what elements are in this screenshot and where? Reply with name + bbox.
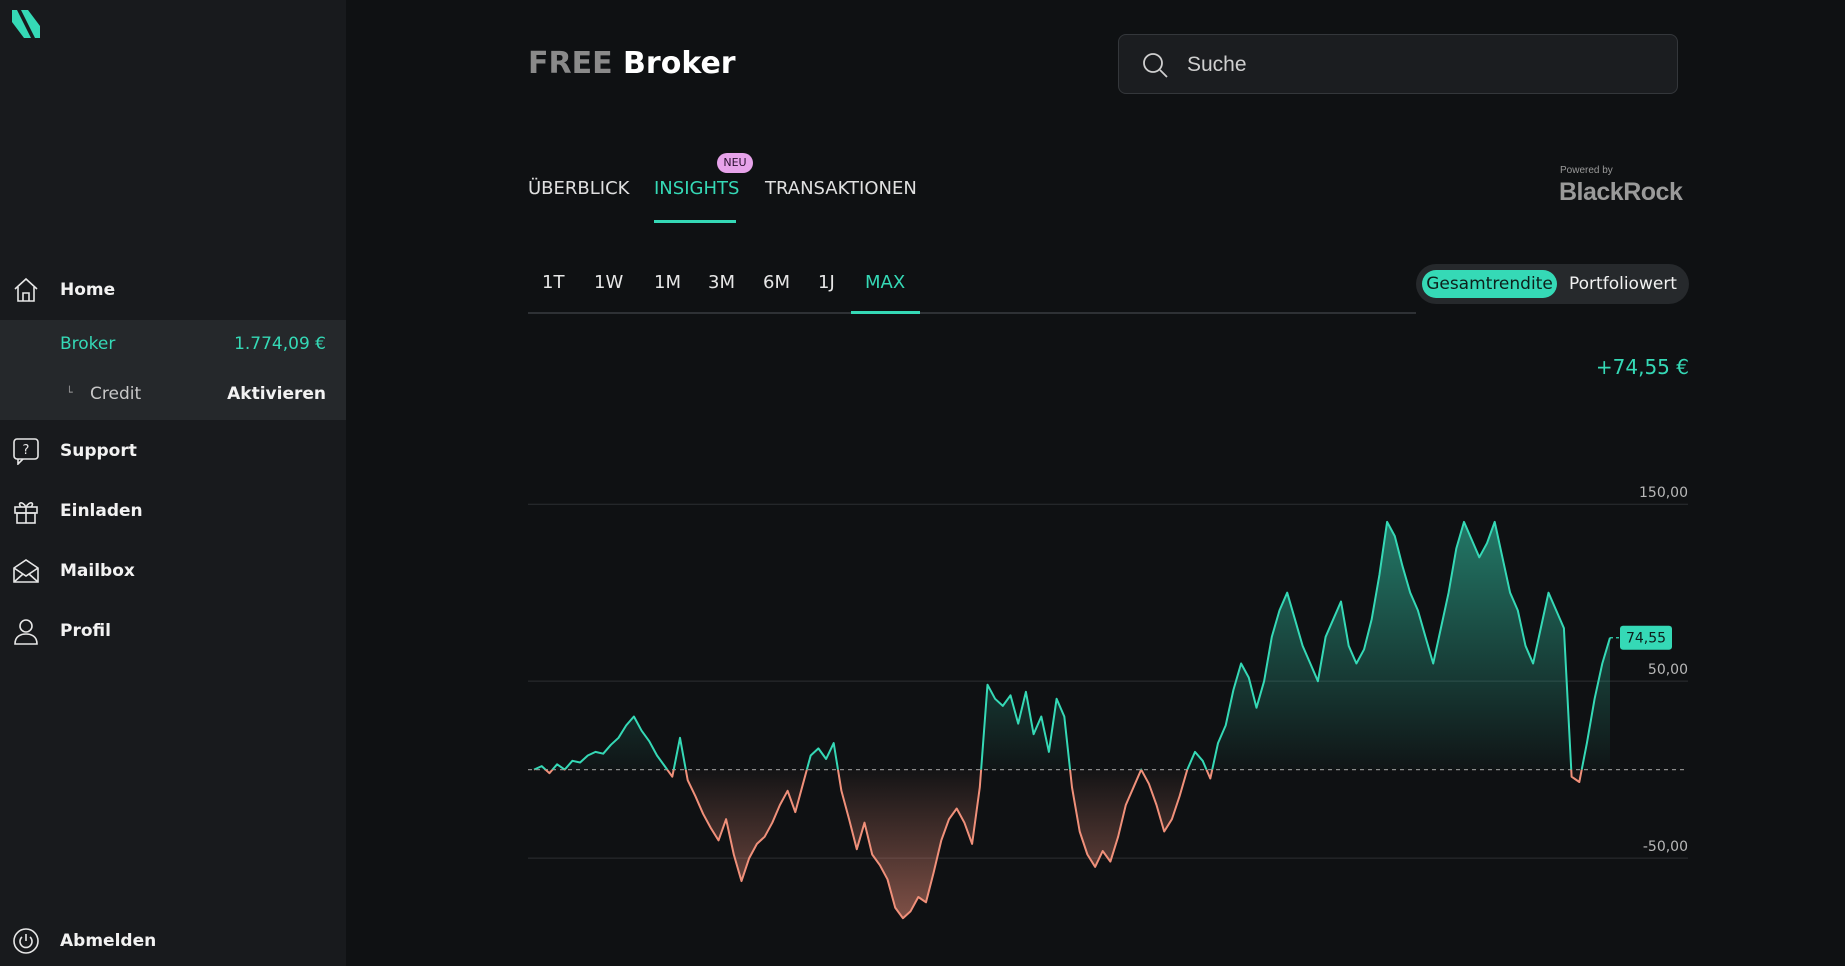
home-icon [14, 277, 38, 302]
y-tick-label: 50,00 [1648, 662, 1688, 678]
active-range-indicator [851, 311, 920, 314]
search-box[interactable] [1118, 34, 1678, 94]
new-badge: NEU [717, 153, 753, 173]
broker-balance: 1.774,09 € [234, 334, 326, 354]
range-1j[interactable]: 1J [818, 272, 835, 293]
search-icon [1143, 53, 1168, 78]
tab-transactions[interactable]: TRANSAKTIONEN [765, 178, 917, 199]
nav-credit[interactable]: └ Credit Aktivieren [0, 370, 346, 420]
range-3m[interactable]: 3M [708, 272, 735, 293]
nav-home-label: Home [60, 280, 116, 300]
nav-invite-label: Einladen [60, 501, 143, 521]
active-tab-indicator [654, 220, 736, 223]
tab-overview[interactable]: ÜBERBLICK [528, 178, 630, 199]
nav-invite[interactable]: Einladen [0, 486, 346, 536]
nav-profile-label: Profil [60, 621, 111, 641]
nav-broker[interactable]: Broker 1.774,09 € [0, 320, 346, 370]
page-title-main: Broker [623, 46, 736, 81]
sub-item-corner-icon: └ [66, 386, 73, 399]
range-1m[interactable]: 1M [654, 272, 681, 293]
range-1w[interactable]: 1W [594, 272, 624, 293]
mail-icon [13, 559, 39, 583]
positive-area [534, 521, 1610, 770]
gift-icon [14, 502, 38, 524]
nav-support-label: Support [60, 441, 137, 461]
nav-mailbox[interactable]: Mailbox [0, 546, 346, 596]
sidebar: Home Broker 1.774,09 € └ Credit Aktivier… [0, 0, 346, 966]
nav-credit-label: Credit [90, 384, 142, 404]
nav-broker-label: Broker [60, 334, 116, 354]
credit-activate-button[interactable]: Aktivieren [227, 384, 326, 404]
range-1t[interactable]: 1T [542, 272, 565, 293]
range-max[interactable]: MAX [865, 272, 906, 293]
performance-chart: 150,00 50,00 -50,00 74,55 [528, 485, 1688, 920]
negative-area [545, 769, 1582, 919]
blackrock-logo: BlackRock [1559, 178, 1683, 206]
tab-insights[interactable]: INSIGHTS [654, 178, 740, 199]
svg-text:?: ? [23, 443, 30, 458]
y-tick-label: 150,00 [1639, 485, 1688, 501]
nav-profile[interactable]: Profil [0, 606, 346, 656]
help-icon: ? [13, 438, 39, 465]
s-logo-icon[interactable] [10, 8, 42, 40]
total-gain-value: +74,55 € [1595, 355, 1689, 379]
current-value-label: 74,55 [1626, 631, 1666, 647]
nav-logout[interactable]: Abmelden [0, 916, 346, 966]
page-title-prefix: FREE [528, 46, 613, 81]
toggle-portfoliowert[interactable]: Portfoliowert [1569, 274, 1677, 294]
series-line-positive [533, 520, 1611, 770]
search-input[interactable] [1187, 45, 1657, 85]
toggle-gesamtrendite[interactable]: Gesamtrendite [1422, 270, 1557, 298]
powered-by-text: Powered by [1560, 165, 1613, 176]
nav-logout-label: Abmelden [60, 931, 157, 951]
y-tick-label: -50,00 [1643, 839, 1688, 855]
nav-mailbox-label: Mailbox [60, 561, 135, 581]
page-title: FREE Broker [528, 46, 736, 81]
range-selector-track [528, 312, 1416, 314]
broker-section: Broker 1.774,09 € └ Credit Aktivieren [0, 320, 346, 420]
metric-toggle: Gesamtrendite Portfoliowert [1416, 264, 1689, 304]
power-icon [13, 928, 39, 954]
user-icon [14, 619, 38, 645]
nav-support[interactable]: ? Support [0, 426, 346, 476]
series-line-negative [534, 769, 1583, 920]
current-value-marker [1620, 625, 1672, 650]
nav-home[interactable]: Home [0, 265, 346, 315]
range-6m[interactable]: 6M [763, 272, 790, 293]
